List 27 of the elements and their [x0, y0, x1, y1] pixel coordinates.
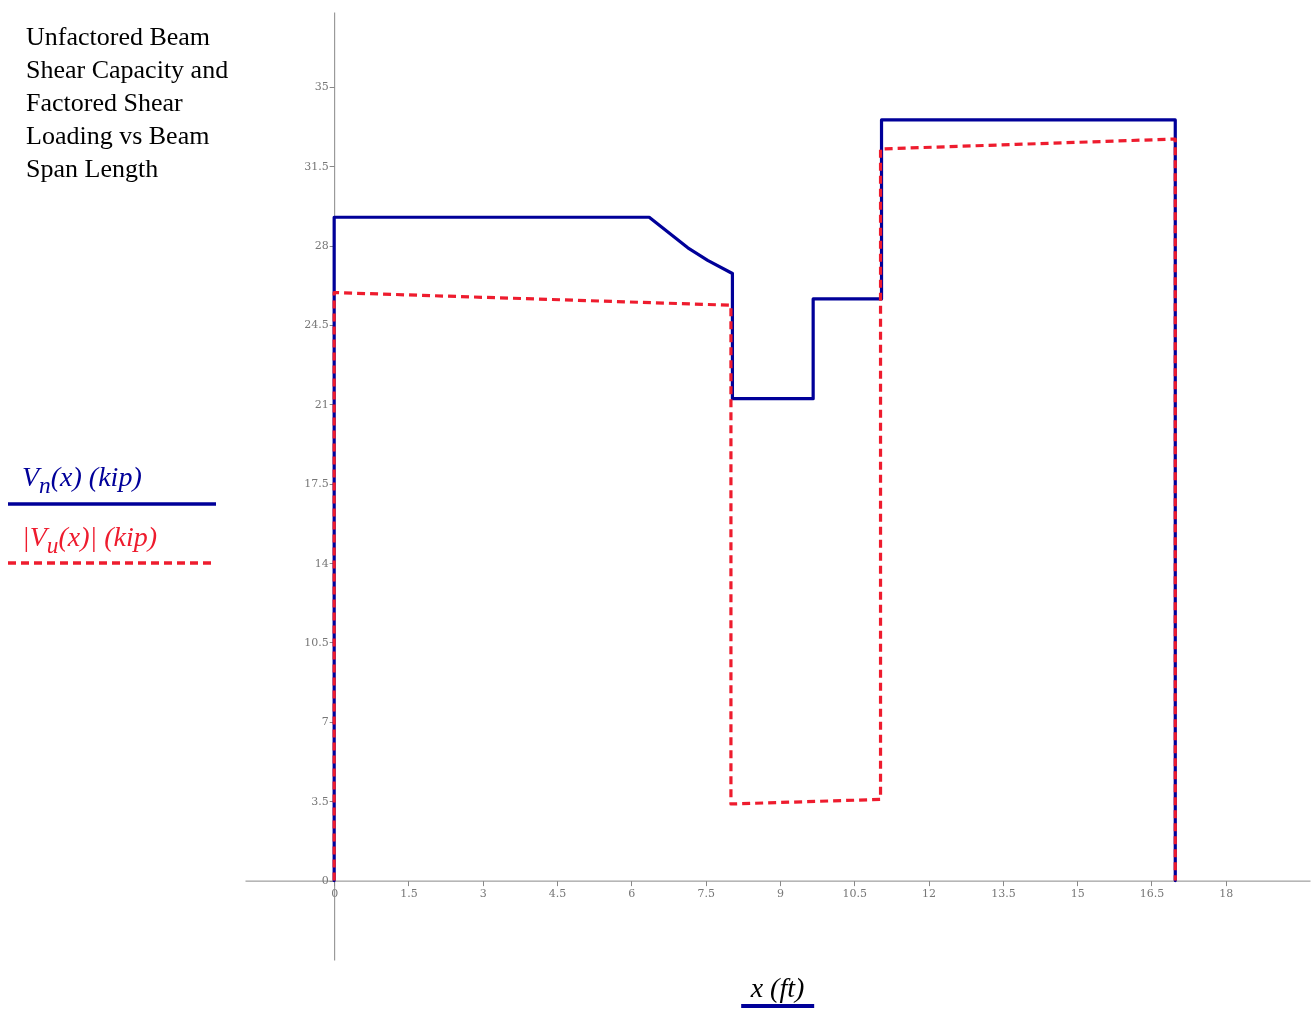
x-tick-label: 13.5 [991, 887, 1016, 901]
x-tick-label: 9 [776, 887, 784, 901]
x-tick-label: 3 [479, 887, 487, 901]
x-tick-label: 7.5 [697, 887, 715, 901]
y-tick-label: 24.5 [304, 318, 329, 332]
y-tick-label: 10.5 [304, 635, 329, 649]
y-tick-label: 35 [314, 80, 329, 94]
y-tick-label: 14 [314, 556, 329, 570]
y-tick-label: 28 [314, 239, 329, 253]
x-tick-label: 16.5 [1139, 887, 1165, 901]
x-tick-label: 12 [922, 887, 937, 901]
y-tick-label: 7 [321, 715, 329, 729]
text: Unfactored Beam Shear Capacity and Factored Shear Loading vs Beam Span Length [26, 21, 230, 185]
text: V$_{n}$(x) (kip) [21, 461, 143, 500]
x-tick-label: 15 [1070, 887, 1085, 901]
x-tick-label: 18 [1219, 887, 1234, 901]
x-tick-label: 6 [628, 887, 636, 901]
y-tick-label: 17.5 [304, 477, 329, 491]
x-tick-label: 10.5 [842, 887, 868, 901]
y-tick-label: 3.5 [311, 794, 329, 808]
y-tick-label: 31.5 [304, 159, 329, 173]
y-tick-label: 0 [321, 874, 329, 888]
text: |V$_{u}$(x)| (kip) [21, 520, 159, 560]
x-tick-label: 4.5 [548, 887, 567, 901]
y-tick-label: 21 [314, 397, 329, 411]
x-tick-label: 1.5 [400, 887, 418, 901]
x-axis-title: x (ft) [740, 972, 815, 1008]
